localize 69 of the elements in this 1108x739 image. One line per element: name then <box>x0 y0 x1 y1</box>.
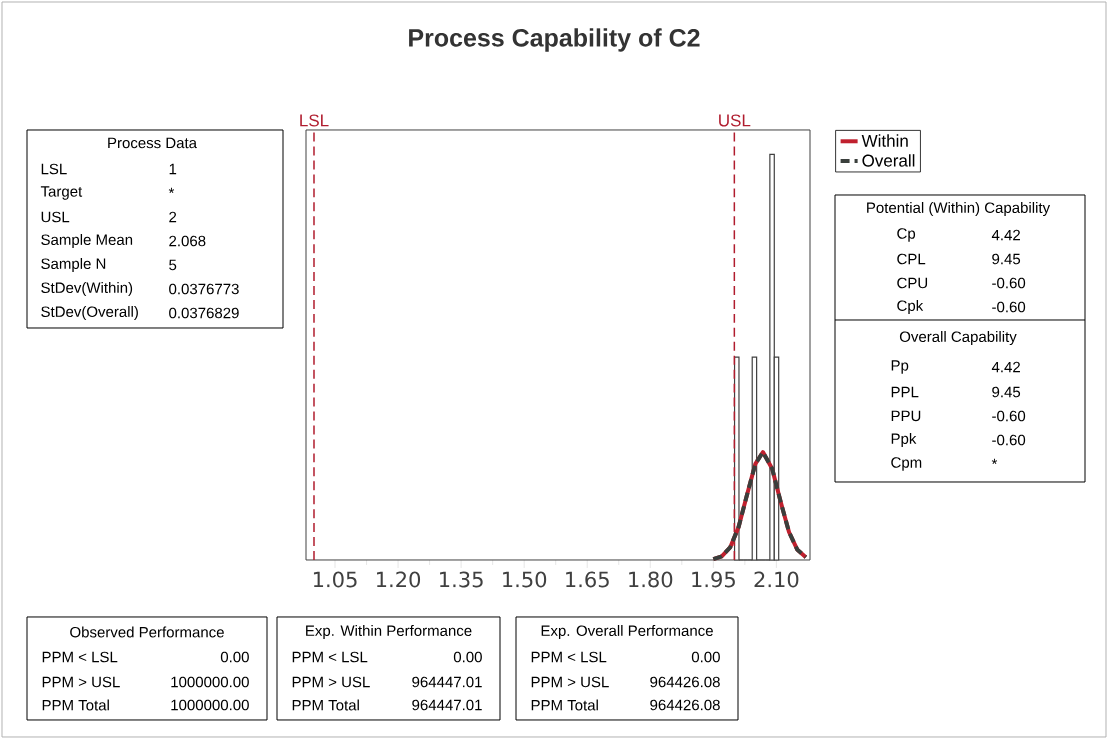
ref-line-label: LSL <box>300 114 329 127</box>
text: Ppk <box>891 432 917 447</box>
text: Potential (Within) Capability <box>867 201 1051 216</box>
legend-label: Overall <box>862 154 915 167</box>
text: 1000000.00 <box>171 699 249 711</box>
text: Process Data <box>108 137 198 149</box>
text: 964426.08 <box>650 699 720 711</box>
text: PPU <box>891 410 921 422</box>
text: 2.068 <box>169 235 206 247</box>
text: USL <box>41 211 70 223</box>
text: 4.42 <box>991 229 1020 241</box>
text: StDev(Overall) <box>41 305 138 320</box>
text: 0.0376829 <box>169 307 239 319</box>
text: 1 <box>169 163 177 175</box>
text: 0.00 <box>453 651 482 663</box>
chart-title: Process Capability of C2 <box>409 28 700 52</box>
text: -0.60 <box>992 301 1026 313</box>
text: PPM > USL <box>531 676 609 688</box>
text: PPM Total <box>531 699 598 711</box>
text: 964426.08 <box>650 676 720 688</box>
text: PPM < LSL <box>292 651 368 663</box>
text: StDev(Within) <box>41 281 133 296</box>
x-tick-label: 1.95 <box>692 571 735 588</box>
text: Overall Capability <box>899 330 1017 345</box>
text: Target <box>40 186 83 200</box>
text: LSL <box>41 163 67 175</box>
text: 5 <box>169 259 177 271</box>
text: Cpm <box>891 457 922 471</box>
text: 1000000.00 <box>171 676 249 688</box>
x-tick-label: 1.50 <box>503 571 547 588</box>
text: 964447.01 <box>412 676 482 688</box>
x-tick-label: 1.80 <box>629 571 673 588</box>
text: 0.00 <box>691 651 720 663</box>
text: PPM > USL <box>42 676 120 688</box>
text: PPM Total <box>42 699 109 711</box>
text: 964447.01 <box>412 699 482 711</box>
text: CPL <box>897 253 926 265</box>
text: Sample N <box>41 257 106 272</box>
text: PPM < LSL <box>42 651 118 663</box>
text: Exp. Overall Performance <box>541 624 713 639</box>
text: Observed Performance <box>70 626 224 638</box>
x-tick-label: 1.65 <box>566 571 609 588</box>
ref-line-label: USL <box>719 114 751 127</box>
text: Cp <box>897 228 916 242</box>
x-tick-label: 1.35 <box>440 571 483 588</box>
text: 9.45 <box>992 386 1021 398</box>
text: * <box>991 458 998 465</box>
text: -0.60 <box>992 434 1026 446</box>
text: PPM > USL <box>292 676 370 688</box>
text: 0.0376773 <box>169 283 239 295</box>
x-tick-label: 2.10 <box>754 571 799 588</box>
legend-label: Within <box>861 134 908 147</box>
text: -0.60 <box>992 410 1026 422</box>
text: Pp <box>891 360 909 374</box>
x-tick-label: 1.20 <box>377 571 421 588</box>
text: Sample Mean <box>41 233 133 248</box>
text: 0.00 <box>220 651 249 663</box>
text: PPL <box>891 386 919 398</box>
x-tick-label: 1.05 <box>313 571 357 588</box>
text: 4.42 <box>991 361 1020 373</box>
text: PPM < LSL <box>531 651 607 663</box>
text: Exp. Within Performance <box>306 624 472 639</box>
text: -0.60 <box>992 277 1026 289</box>
text: Cpk <box>897 299 924 314</box>
text: PPM Total <box>292 699 359 711</box>
text: CPU <box>897 277 928 289</box>
text: 9.45 <box>992 253 1021 265</box>
text: * <box>168 187 175 194</box>
text: 2 <box>169 211 177 223</box>
